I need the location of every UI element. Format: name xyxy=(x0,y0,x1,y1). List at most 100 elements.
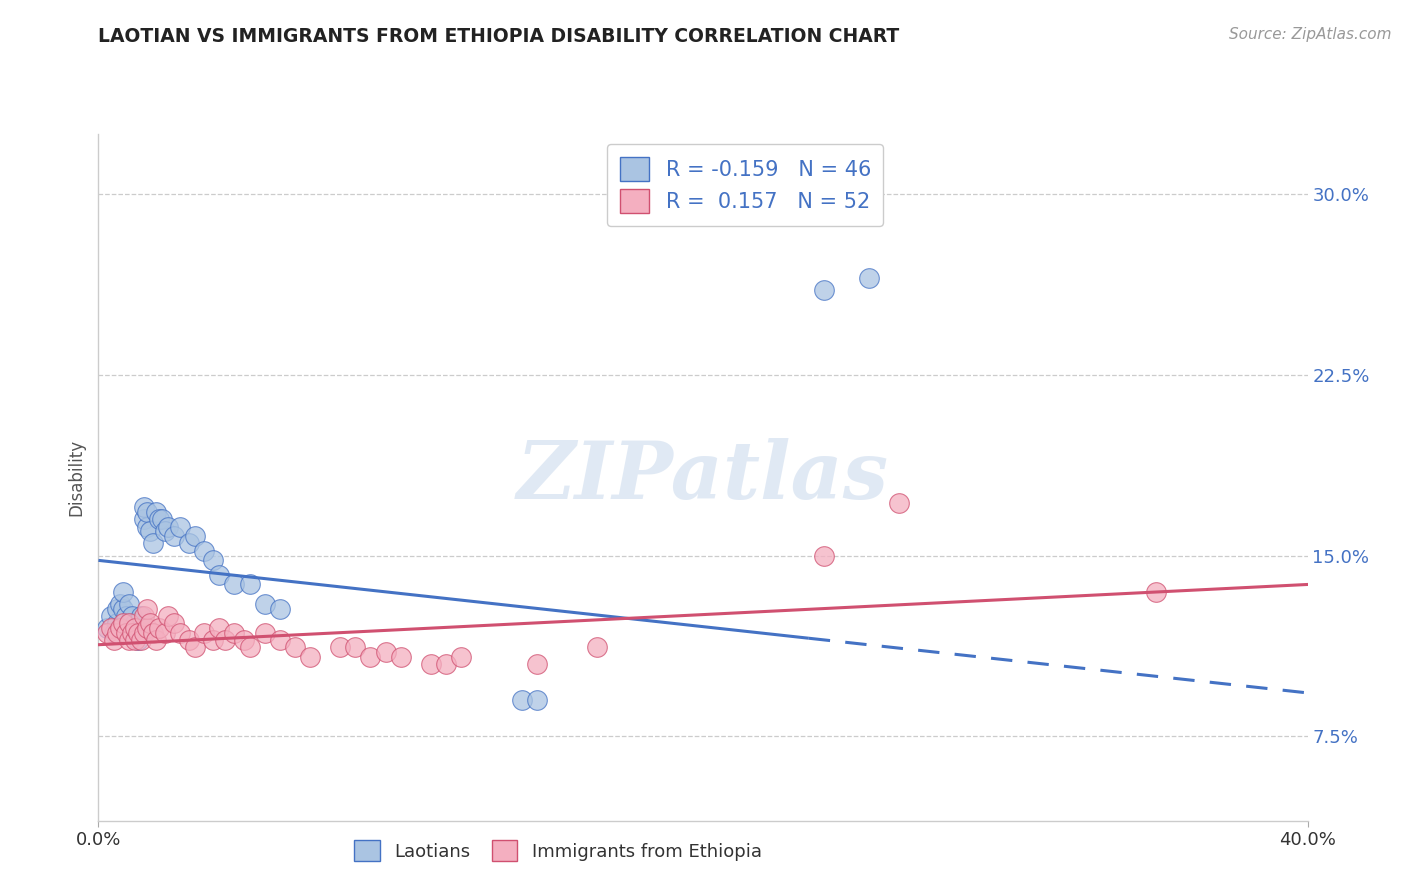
Point xyxy=(232,632,254,647)
Point xyxy=(156,608,179,623)
Point xyxy=(105,615,128,630)
Text: Source: ZipAtlas.com: Source: ZipAtlas.com xyxy=(1229,27,1392,42)
Point xyxy=(208,567,231,582)
Point xyxy=(224,577,246,591)
Point xyxy=(202,632,225,647)
Point xyxy=(135,505,157,519)
Point xyxy=(526,693,548,707)
Point xyxy=(111,615,134,630)
Point xyxy=(124,615,146,630)
Point xyxy=(169,519,191,533)
Point xyxy=(269,601,291,615)
Point xyxy=(148,621,170,635)
Point xyxy=(214,632,236,647)
Point xyxy=(269,632,291,647)
Point xyxy=(118,597,141,611)
Point xyxy=(132,625,155,640)
Point xyxy=(284,640,307,654)
Point xyxy=(208,621,231,635)
Point xyxy=(127,621,149,635)
Point xyxy=(96,621,118,635)
Point xyxy=(526,657,548,671)
Point xyxy=(510,693,533,707)
Point xyxy=(253,597,276,611)
Point xyxy=(179,536,201,550)
Point xyxy=(813,284,835,298)
Point xyxy=(114,608,136,623)
Point xyxy=(139,524,162,539)
Point xyxy=(344,640,367,654)
Point xyxy=(100,621,122,635)
Point xyxy=(108,621,131,635)
Point xyxy=(105,601,128,615)
Point xyxy=(111,584,134,599)
Point xyxy=(184,640,207,654)
Point xyxy=(389,649,412,664)
Point xyxy=(1144,584,1167,599)
Point xyxy=(202,553,225,567)
Point xyxy=(450,649,472,664)
Point xyxy=(193,543,215,558)
Point xyxy=(132,608,155,623)
Point xyxy=(184,529,207,543)
Point xyxy=(114,625,136,640)
Point xyxy=(239,577,262,591)
Point xyxy=(889,495,911,509)
Point xyxy=(329,640,352,654)
Point xyxy=(148,512,170,526)
Point xyxy=(224,625,246,640)
Point xyxy=(145,632,167,647)
Point xyxy=(121,621,143,635)
Point xyxy=(127,625,149,640)
Point xyxy=(239,640,262,654)
Point xyxy=(374,645,396,659)
Point xyxy=(142,536,165,550)
Point xyxy=(150,512,173,526)
Point xyxy=(103,625,125,640)
Point xyxy=(105,625,128,640)
Point xyxy=(118,632,141,647)
Point xyxy=(253,625,276,640)
Point xyxy=(108,597,131,611)
Point xyxy=(127,632,149,647)
Point xyxy=(124,625,146,640)
Point xyxy=(360,649,382,664)
Point xyxy=(132,512,155,526)
Point xyxy=(129,632,152,647)
Point xyxy=(121,608,143,623)
Point xyxy=(129,625,152,640)
Point xyxy=(124,621,146,635)
Point xyxy=(118,625,141,640)
Point xyxy=(145,505,167,519)
Point xyxy=(103,632,125,647)
Point xyxy=(121,625,143,640)
Point xyxy=(179,632,201,647)
Point xyxy=(813,549,835,563)
Point xyxy=(135,601,157,615)
Point xyxy=(118,615,141,630)
Point xyxy=(142,625,165,640)
Point xyxy=(156,519,179,533)
Point xyxy=(434,657,457,671)
Y-axis label: Disability: Disability xyxy=(67,439,86,516)
Point xyxy=(124,632,146,647)
Point xyxy=(586,640,609,654)
Point xyxy=(118,615,141,630)
Point xyxy=(858,271,880,285)
Point xyxy=(420,657,443,671)
Point xyxy=(163,529,186,543)
Point xyxy=(129,608,152,623)
Point xyxy=(153,625,176,640)
Point xyxy=(96,625,118,640)
Legend: Laotians, Immigrants from Ethiopia: Laotians, Immigrants from Ethiopia xyxy=(346,831,770,870)
Point xyxy=(111,601,134,615)
Point xyxy=(169,625,191,640)
Point xyxy=(139,615,162,630)
Point xyxy=(193,625,215,640)
Text: ZIPatlas: ZIPatlas xyxy=(517,439,889,516)
Point xyxy=(135,519,157,533)
Point xyxy=(135,621,157,635)
Text: LAOTIAN VS IMMIGRANTS FROM ETHIOPIA DISABILITY CORRELATION CHART: LAOTIAN VS IMMIGRANTS FROM ETHIOPIA DISA… xyxy=(98,27,900,45)
Point xyxy=(100,608,122,623)
Point xyxy=(132,500,155,515)
